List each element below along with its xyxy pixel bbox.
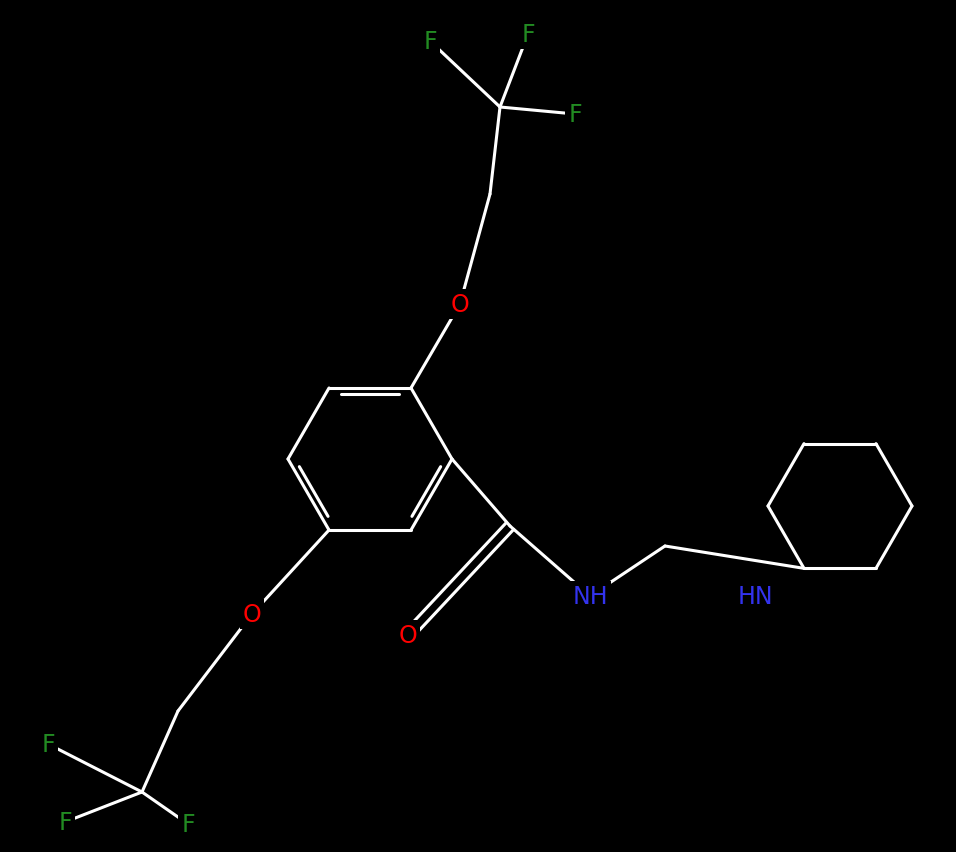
Text: F: F [58, 810, 72, 834]
Text: F: F [41, 732, 54, 756]
Text: F: F [521, 23, 534, 47]
Text: HN: HN [737, 584, 772, 608]
Text: NH: NH [573, 584, 608, 608]
Text: F: F [568, 103, 582, 127]
Text: F: F [424, 30, 437, 54]
Text: O: O [399, 624, 418, 648]
Text: O: O [450, 292, 469, 317]
Text: O: O [243, 602, 261, 626]
Text: F: F [182, 812, 195, 836]
